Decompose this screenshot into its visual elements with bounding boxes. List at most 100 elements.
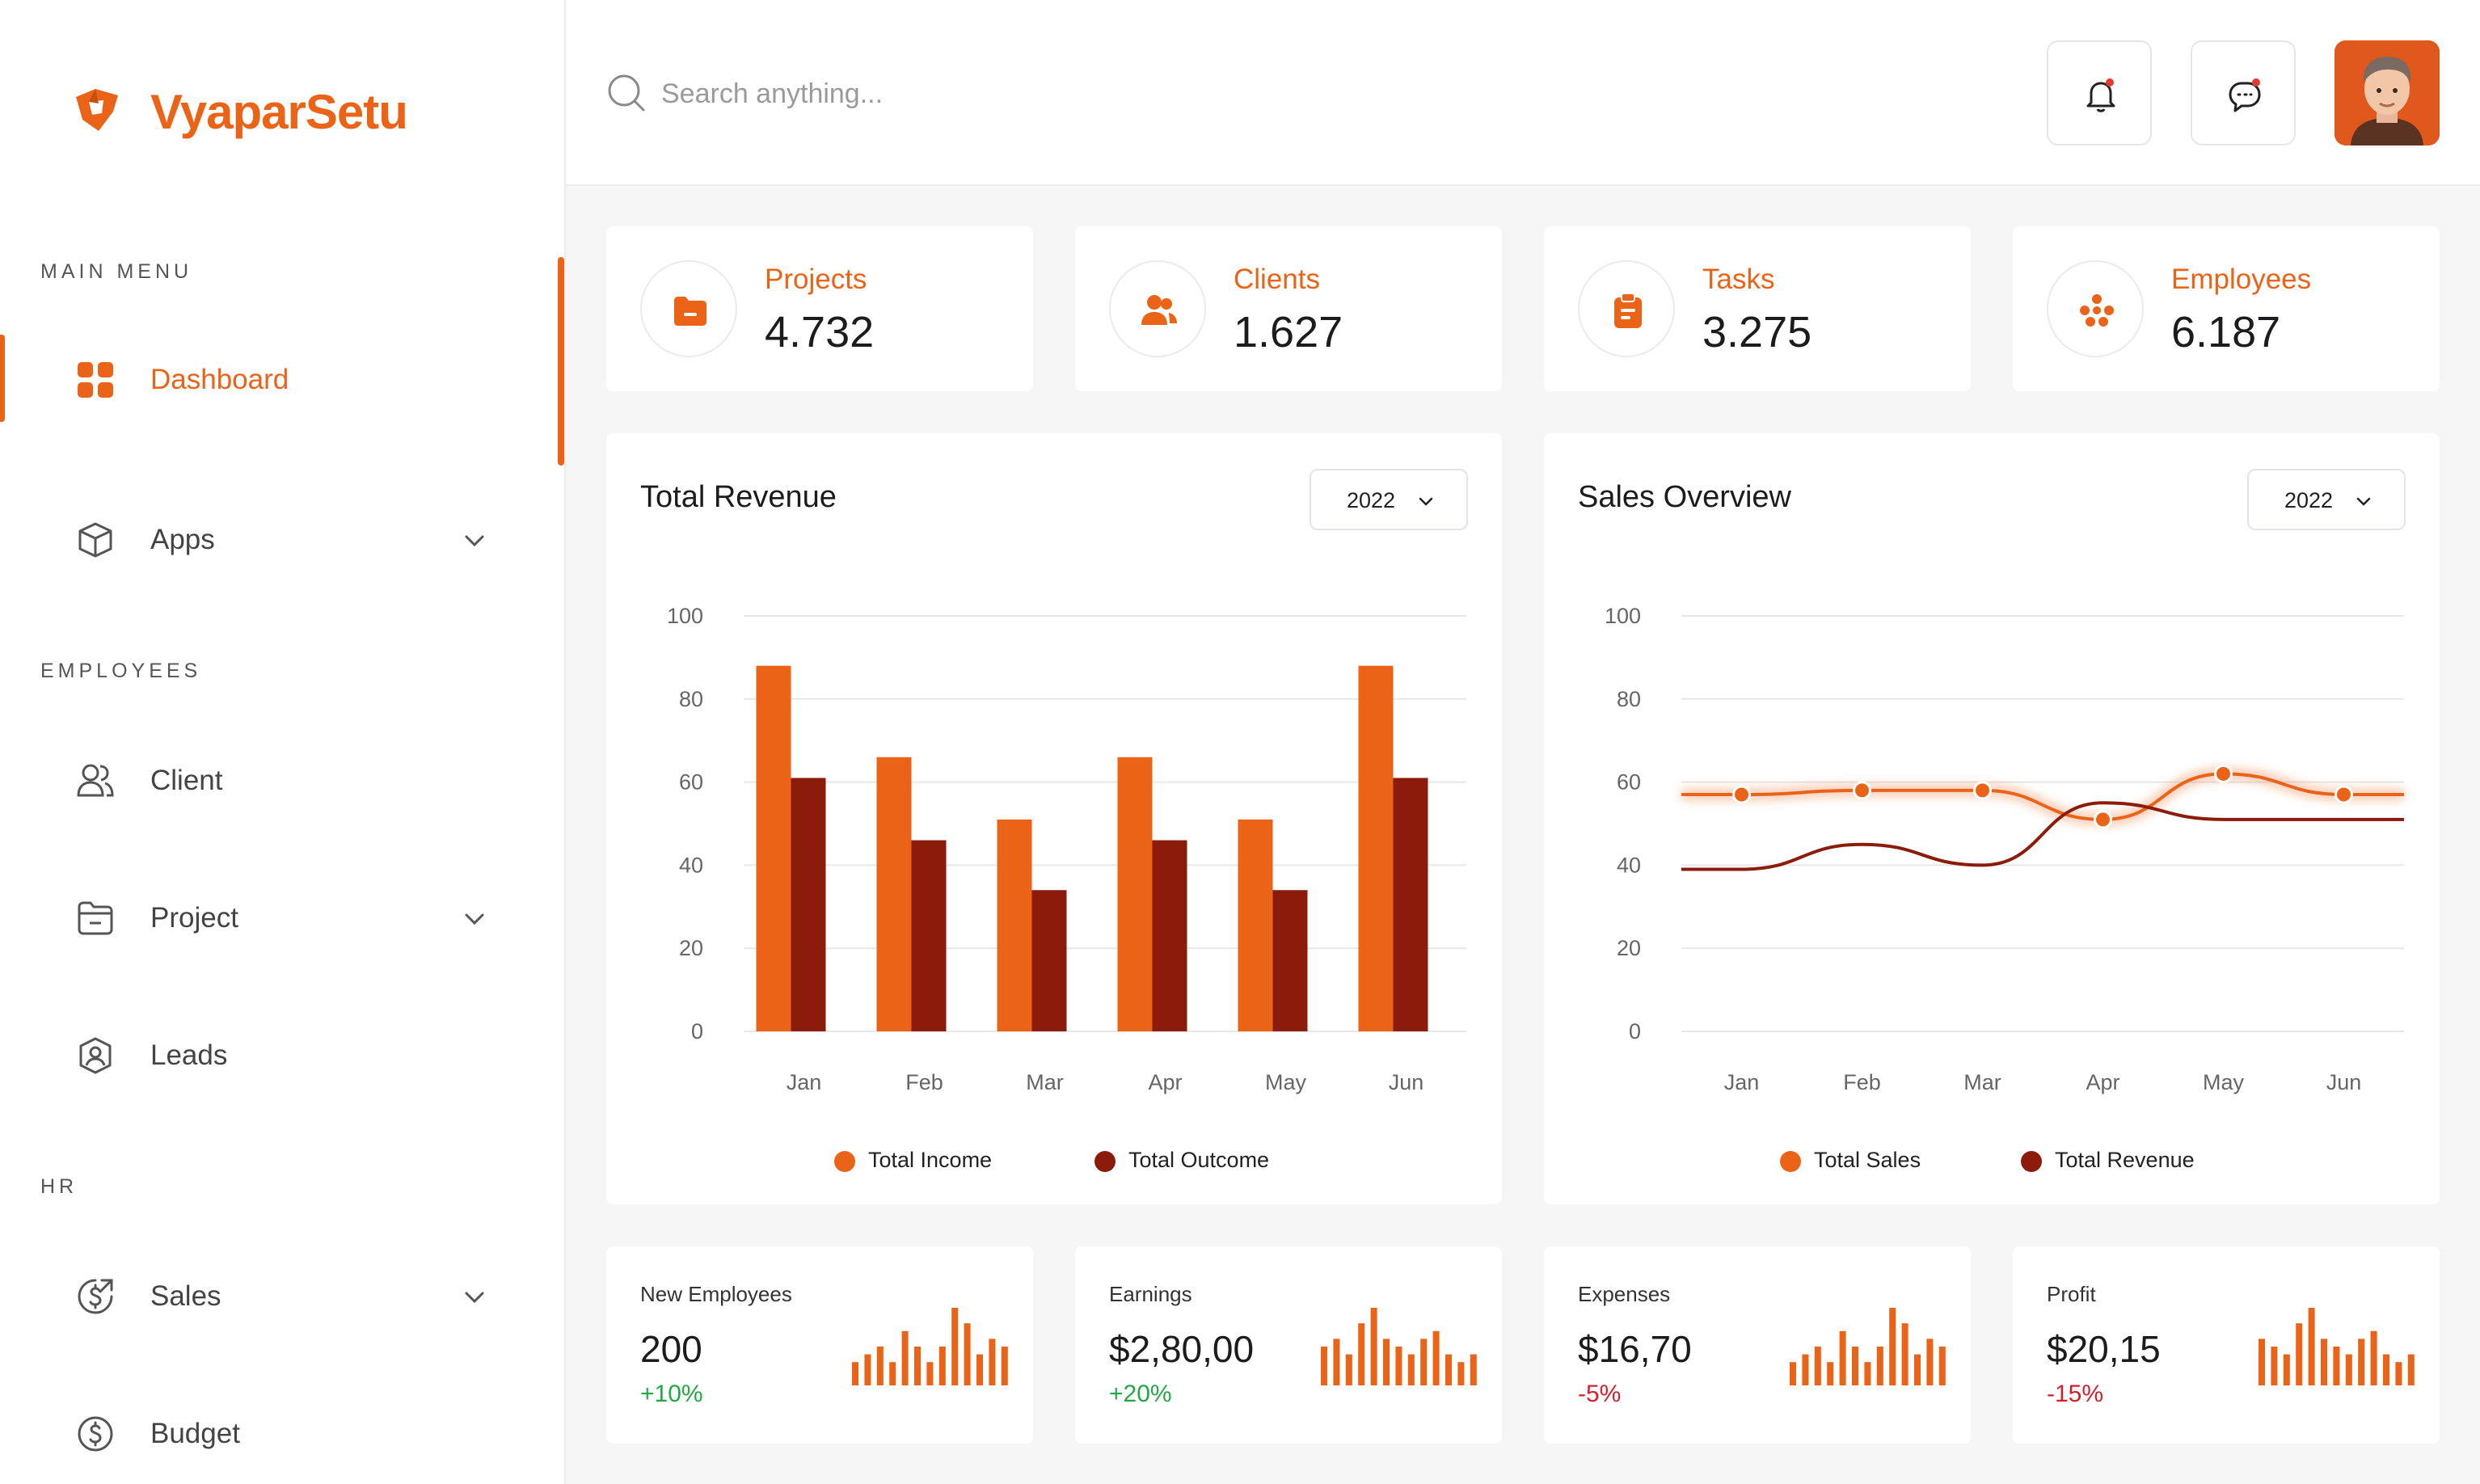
mini-card-new-employees[interactable]: New Employees 200 +10% [606,1246,1033,1444]
spark-bar [1358,1323,1365,1385]
spark-bar [926,1362,934,1385]
legend-label: Total Revenue [2055,1148,2195,1172]
search-icon [608,74,645,112]
revenue-bar-chart: 0 20 40 60 80 100 Jan Feb Mar Apr May Jun [667,604,1466,1094]
chevron-down-icon[interactable] [461,905,488,933]
chevron-down-icon [2356,497,2371,506]
search-input[interactable] [661,70,1389,118]
sparkline-bar-chart [852,1308,1008,1385]
stat-card-clients[interactable]: Clients 1.627 [1075,226,1502,391]
messages-button[interactable] [2191,40,2296,145]
chevron-down-icon[interactable] [461,1284,488,1311]
spark-bar [951,1308,959,1385]
brand-logo[interactable] [71,84,123,136]
legend-item-total-outcome[interactable]: Total Outcome [1094,1145,1289,1177]
x-tick-label: Feb [905,1070,943,1094]
sidebar-item-label: Client [150,765,223,796]
mini-card-change: -5% [1578,1381,1622,1407]
folder-icon [78,901,113,935]
spark-bar [1814,1347,1821,1385]
sidebar-item-dashboard[interactable]: Dashboard [0,338,566,419]
sidebar-item-sales[interactable]: Sales [0,1254,566,1335]
mini-card-label: Earnings [1109,1282,1192,1306]
line-glow-total-sales [1681,768,2404,825]
clipboard-icon [1614,293,1642,328]
mini-card-earnings[interactable]: Earnings $2,80,00 +20% [1075,1246,1502,1444]
spark-bar [1432,1330,1440,1385]
stat-value: 4.732 [765,308,875,356]
sidebar-item-budget[interactable]: Budget [0,1392,566,1473]
spark-bar [938,1347,946,1385]
chevron-down-icon[interactable] [461,527,488,554]
stat-icon-wrap [1109,260,1206,357]
spark-bar [2333,1347,2340,1385]
year-select[interactable]: 2022 [2247,469,2406,530]
active-indicator [0,335,5,422]
sidebar-item-label: Sales [150,1280,221,1312]
legend-item-total-revenue[interactable]: Total Revenue [2021,1145,2215,1177]
users-icon [1141,295,1177,325]
users-icon [77,764,114,797]
sidebar-item-label: Budget [150,1418,240,1449]
user-avatar-icon [2334,40,2440,145]
y-tick-label: 80 [1617,687,1641,711]
sparkline-bar-chart [2259,1308,2415,1385]
spark-bar [1926,1339,1934,1385]
total-revenue-card: Total Revenue 2022 0 20 40 60 80 100 Jan Feb Mar… [606,433,1502,1204]
chart-title: Total Revenue [640,480,837,514]
mini-card-profit[interactable]: Profit $20,15 -15% [2013,1246,2440,1444]
sidebar-item-label: Leads [150,1039,228,1071]
spark-bar [1802,1354,1809,1385]
top-bar [566,0,2480,186]
y-tick-label: 40 [1617,853,1641,877]
spark-bar [989,1339,996,1385]
sidebar-item-apps[interactable]: Apps [0,498,566,579]
legend-item-total-sales[interactable]: Total Sales [1780,1145,1958,1177]
sidebar-item-project[interactable]: Project [0,876,566,957]
mini-card-label: New Employees [640,1282,792,1306]
sales-overview-card: Sales Overview 2022 0 20 40 60 80 100 Jan Feb Ma… [1544,433,2440,1204]
spark-bar [1321,1347,1327,1385]
x-tick-label: Jun [1389,1070,1424,1094]
cube-icon [78,522,112,558]
stat-label: Clients [1234,263,1320,295]
folder-icon [674,297,706,326]
x-tick-label: Jan [787,1070,822,1094]
logo-icon [76,89,118,131]
x-tick-label: Apr [2086,1070,2119,1094]
bar-total-outcome [1152,840,1187,1031]
spark-bar [2296,1323,2303,1385]
brand-name[interactable]: VyaparSetu [150,85,408,139]
mini-card-expenses[interactable]: Expenses $16,70 -5% [1544,1246,1971,1444]
x-tick-label: Jun [2326,1070,2362,1094]
sidebar-item-leads[interactable]: Leads [0,1014,566,1094]
avatar[interactable] [2334,40,2440,145]
stat-card-projects[interactable]: Projects 4.732 [606,226,1033,391]
spark-bar [1001,1347,1008,1385]
legend-item-total-income[interactable]: Total Income [834,1145,1012,1177]
spark-bar [1889,1308,1896,1385]
spark-bar [1345,1354,1352,1385]
spark-bar [964,1323,971,1385]
stat-icon-wrap [640,260,737,357]
point-total-sales [2334,785,2353,804]
notifications-button[interactable] [2047,40,2152,145]
bar-total-outcome [1272,890,1308,1031]
spark-bar [1852,1347,1858,1385]
dollar-circle-icon [78,1416,113,1452]
chat-icon [2229,78,2261,112]
x-tick-label: May [2203,1070,2245,1094]
spark-bar [1445,1354,1452,1385]
year-select[interactable]: 2022 [1310,469,1468,530]
stat-value: 1.627 [1234,308,1343,356]
stat-value: 6.187 [2171,308,2281,356]
stat-value: 3.275 [1702,308,1812,356]
stat-label: Tasks [1702,263,1775,295]
spark-bar [1383,1339,1390,1385]
sidebar-scrollbar[interactable] [558,257,564,466]
stat-card-tasks[interactable]: Tasks 3.275 [1544,226,1971,391]
shield-user-icon [79,1037,112,1074]
sidebar-item-client[interactable]: Client [0,739,566,820]
stat-card-employees[interactable]: Employees 6.187 [2013,226,2440,391]
spark-bar [2308,1308,2315,1385]
